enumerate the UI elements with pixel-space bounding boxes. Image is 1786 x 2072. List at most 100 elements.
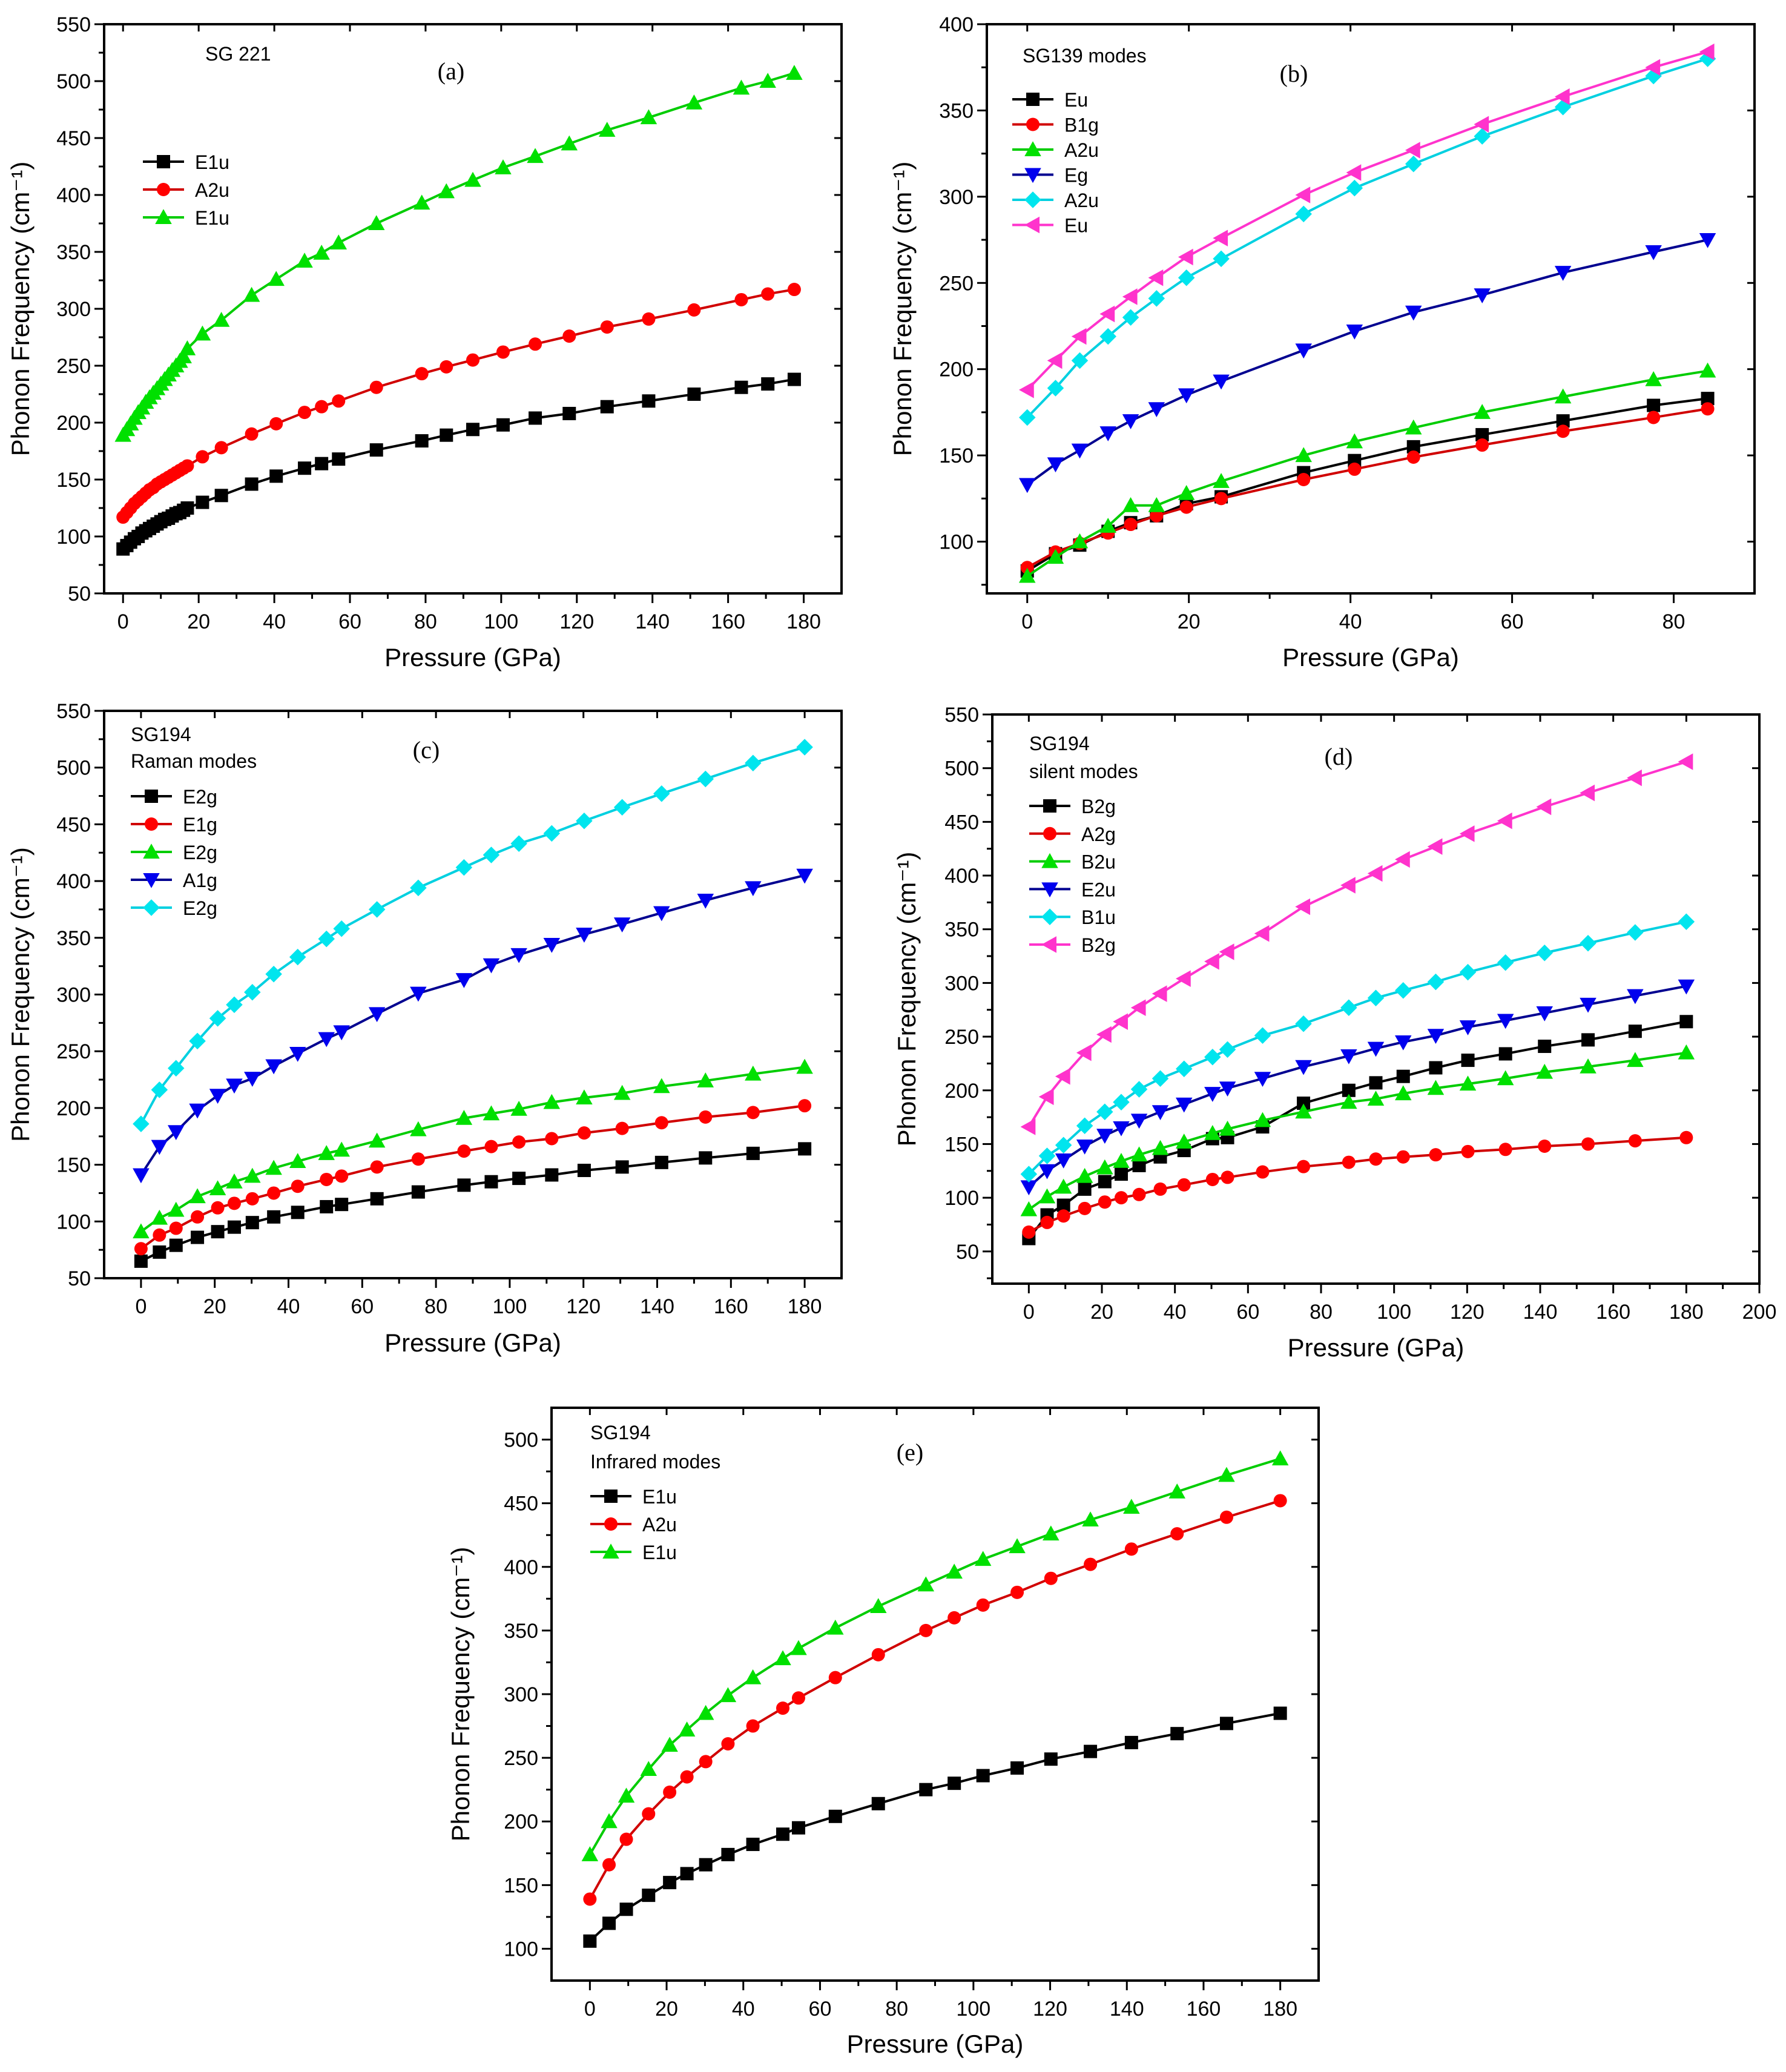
data-point (791, 1821, 805, 1835)
y-tick-label: 400 (504, 1556, 538, 1579)
x-axis-title: Pressure (GPa) (847, 2030, 1024, 2058)
legend-marker-icon (1024, 141, 1041, 156)
series-a2g (1022, 1130, 1693, 1239)
y-tick-label: 350 (939, 99, 974, 122)
data-point (1020, 1180, 1038, 1196)
legend-marker-icon (157, 155, 170, 168)
panel-label: (e) (897, 1439, 923, 1466)
data-point (415, 434, 429, 448)
x-tick-label: 80 (885, 1998, 908, 2021)
data-point (576, 1089, 593, 1105)
data-point (947, 1777, 961, 1790)
legend-marker-icon (1041, 882, 1058, 898)
data-point (168, 1060, 185, 1077)
data-point (543, 938, 561, 953)
data-point (1256, 1165, 1270, 1179)
data-point (1498, 1143, 1512, 1156)
x-tick-label: 160 (1596, 1301, 1630, 1324)
data-point (796, 1058, 813, 1074)
data-point (1096, 1026, 1112, 1043)
data-point (1204, 1087, 1221, 1102)
legend-item: B2g (1029, 934, 1116, 956)
data-point (368, 1007, 386, 1023)
data-point (1219, 1081, 1236, 1097)
data-point (133, 1223, 150, 1239)
data-point (600, 400, 614, 414)
data-point (438, 183, 455, 199)
data-point (245, 477, 259, 491)
data-point (1152, 1140, 1169, 1155)
legend-marker-icon (1024, 216, 1040, 234)
x-tick-label: 20 (655, 1998, 678, 2021)
data-point (1010, 1585, 1024, 1599)
data-point (1405, 305, 1422, 321)
panel-label: (c) (413, 736, 440, 764)
data-point (1627, 989, 1644, 1005)
data-point (1056, 1209, 1070, 1223)
data-point (761, 377, 775, 391)
data-point (413, 194, 430, 210)
data-point (1498, 1047, 1512, 1061)
data-point (415, 367, 429, 381)
legend-marker-icon (143, 899, 160, 916)
data-point (1580, 784, 1595, 802)
y-tick-label: 400 (56, 184, 91, 207)
legend-marker-icon (1043, 799, 1056, 813)
data-point (1295, 898, 1311, 916)
data-point (1099, 328, 1116, 345)
data-point (1461, 1144, 1475, 1158)
data-point (776, 1827, 790, 1841)
data-point (496, 345, 510, 359)
plot-frame (991, 713, 1761, 1285)
y-tick-label: 300 (944, 972, 979, 995)
data-point (1580, 1058, 1597, 1074)
data-point (333, 1141, 350, 1157)
panel-annotation: SG139 modes (1023, 45, 1147, 67)
data-point (680, 1770, 694, 1784)
data-point (265, 1059, 282, 1075)
y-tick-label: 200 (939, 358, 974, 381)
data-point (1018, 409, 1036, 426)
data-point (871, 1648, 885, 1661)
data-point (267, 1186, 281, 1200)
data-point (734, 292, 748, 306)
data-point (214, 489, 228, 503)
data-point (298, 461, 312, 475)
y-tick-label: 400 (944, 865, 979, 888)
data-point (1701, 392, 1715, 406)
data-point (213, 312, 230, 327)
data-point (642, 394, 656, 408)
data-point (746, 1106, 760, 1120)
data-point (1367, 1090, 1385, 1106)
data-point (613, 917, 631, 933)
x-tick-label: 160 (711, 610, 745, 633)
data-point (175, 348, 192, 363)
legend-marker-icon (1024, 168, 1041, 183)
data-point (1497, 1014, 1514, 1029)
data-point (1406, 450, 1420, 464)
data-point (243, 286, 260, 302)
data-point (320, 1172, 334, 1186)
data-point (1427, 838, 1443, 855)
series-line (122, 378, 795, 550)
legend-label: E1u (195, 151, 229, 173)
data-point (196, 495, 209, 509)
data-point (776, 1701, 790, 1715)
data-point (1369, 1076, 1383, 1090)
data-point (169, 1238, 183, 1252)
data-point (798, 1142, 812, 1156)
x-tick-label: 40 (1339, 610, 1362, 633)
data-point (1395, 1085, 1412, 1101)
data-point (191, 1210, 205, 1224)
series-line (1028, 1051, 1687, 1211)
data-point (653, 1078, 670, 1094)
data-point (1099, 518, 1116, 533)
data-point (974, 1551, 992, 1566)
data-point (1038, 1088, 1054, 1106)
data-point (699, 1858, 713, 1872)
data-point (1221, 1170, 1234, 1184)
legend-label: A2u (642, 1514, 677, 1536)
data-point (1474, 404, 1491, 419)
data-point (333, 1025, 350, 1041)
data-point (654, 1155, 668, 1169)
